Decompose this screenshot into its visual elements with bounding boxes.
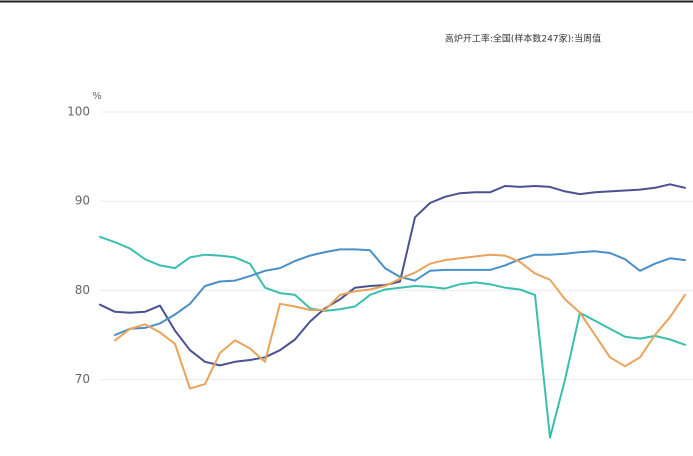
y-unit: % <box>92 91 102 102</box>
chart-title: 高炉开工率:全国(样本数247家):当周值 <box>445 33 601 45</box>
series-line <box>99 235 686 439</box>
y-tick-label: 100 <box>67 105 90 119</box>
y-tick-label: 90 <box>75 194 90 208</box>
series-line <box>114 248 686 336</box>
y-tick-label: 80 <box>75 283 90 297</box>
y-tick-label: 70 <box>75 372 90 386</box>
series-line <box>114 253 686 390</box>
